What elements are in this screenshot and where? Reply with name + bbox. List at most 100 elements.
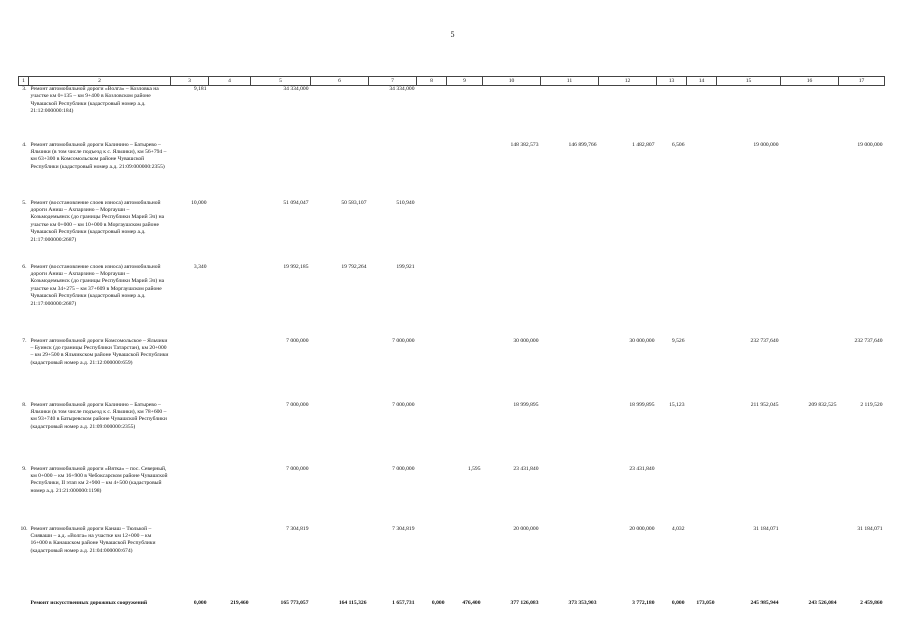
value-cell-12	[599, 86, 657, 142]
header-cell: 1	[18, 76, 29, 86]
row-number: 5.	[22, 199, 27, 206]
total-value-4: 219,460	[230, 599, 249, 606]
row-number: 6.	[22, 263, 27, 270]
value-cell-16	[781, 466, 839, 526]
value-cell-13: 4,032	[671, 525, 685, 532]
value-cell-7	[369, 142, 417, 200]
value-cell-10: 148 382,573	[510, 141, 539, 148]
value-cell-10: 20 000,000	[513, 525, 539, 532]
value-cell-7: 7 000,000	[392, 337, 415, 344]
header-cell: 2	[28, 76, 171, 86]
value-cell-9	[447, 200, 483, 264]
value-cell-17	[839, 466, 885, 526]
value-cell-17	[839, 264, 885, 338]
total-value-3: 0,000	[193, 599, 207, 606]
value-cell-12: 30 000,000	[629, 337, 655, 344]
value-cell-17	[839, 86, 885, 142]
header-cell: 4	[208, 76, 251, 86]
total-value-8: 0,000	[431, 599, 445, 606]
value-cell-4	[209, 86, 251, 142]
value-cell-9	[447, 264, 483, 338]
value-cell-8	[417, 264, 447, 338]
value-cell-10	[483, 86, 541, 142]
row-number: 9.	[22, 465, 27, 472]
header-cell: 7	[368, 76, 417, 86]
value-cell-15	[717, 466, 781, 526]
value-cell-8	[417, 526, 447, 594]
value-cell-15	[717, 86, 781, 142]
value-cell-9	[447, 338, 483, 402]
value-cell-7: 199,921	[396, 263, 415, 270]
value-cell-5: 7 000,000	[286, 337, 309, 344]
value-cell-13: 9,526	[671, 337, 685, 344]
value-cell-15: 211 952,045	[750, 401, 779, 408]
value-cell-7: 7 304,819	[392, 525, 415, 532]
value-cell-13: 6,506	[671, 141, 685, 148]
value-cell-6	[311, 338, 369, 402]
value-cell-11	[541, 466, 599, 526]
table-row: 5. Ремонт (восстановление слоев износа) а…	[19, 200, 885, 264]
road-name: Ремонт (восстановление слоев износа) авт…	[30, 263, 165, 307]
value-cell-14	[687, 200, 717, 264]
value-cell-10: 23 431,840	[513, 465, 539, 472]
value-cell-15	[717, 264, 781, 338]
value-cell-5: 7 000,000	[286, 465, 309, 472]
value-cell-6	[311, 142, 369, 200]
value-cell-8	[417, 466, 447, 526]
value-cell-5	[251, 142, 311, 200]
value-cell-11	[541, 264, 599, 338]
value-cell-17: 232 737,640	[854, 337, 883, 344]
value-cell-3: 10,000	[191, 199, 207, 206]
value-cell-8	[417, 200, 447, 264]
value-cell-12: 18 999,895	[629, 401, 655, 408]
table-row: 10. Ремонт автомобильной дороги Канаш – Т…	[19, 526, 885, 594]
value-cell-9	[447, 86, 483, 142]
value-cell-5: 19 992,185	[283, 263, 309, 270]
total-value-14: 173,050	[696, 599, 715, 606]
road-name: Ремонт автомобильной дороги Комсомольско…	[30, 337, 169, 366]
value-cell-4	[209, 526, 251, 594]
total-value-7: 1 657,731	[392, 599, 415, 606]
value-cell-16	[781, 86, 839, 142]
value-cell-6: 50 583,107	[341, 199, 367, 206]
value-cell-10	[483, 200, 541, 264]
value-cell-6	[311, 86, 369, 142]
value-cell-10: 30 000,000	[513, 337, 539, 344]
value-cell-15: 19 000,000	[753, 141, 779, 148]
value-cell-9: 1,595	[467, 465, 481, 472]
budget-table: 1 2 3 4 5 6 7 8 9 10 11 12 13 14 15 16 17 3. Ремонт автом…	[18, 76, 885, 607]
value-cell-6: 19 792,264	[341, 263, 367, 270]
value-cell-3	[171, 466, 209, 526]
page-number: 5	[450, 30, 455, 39]
value-cell-3	[171, 142, 209, 200]
header-cell: 16	[780, 76, 839, 86]
value-cell-12	[599, 200, 657, 264]
value-cell-13: 15,123	[669, 401, 685, 408]
value-cell-9	[447, 142, 483, 200]
value-cell-15: 31 184,071	[753, 525, 779, 532]
value-cell-17: 19 000,000	[857, 141, 883, 148]
header-cell: 12	[598, 76, 657, 86]
header-cell: 9	[446, 76, 483, 86]
value-cell-3	[171, 338, 209, 402]
road-name: Ремонт автомобильной дороги «Волга» – Ко…	[30, 86, 159, 115]
value-cell-3	[171, 402, 209, 466]
header-cell: 3	[170, 76, 209, 86]
value-cell-9	[447, 402, 483, 466]
value-cell-4	[209, 264, 251, 338]
value-cell-13	[657, 466, 687, 526]
total-value-13: 0,000	[671, 599, 685, 606]
value-cell-4	[209, 338, 251, 402]
total-value-17: 2 459,860	[860, 599, 883, 606]
value-cell-15: 232 737,640	[750, 337, 779, 344]
total-value-6: 164 115,326	[338, 599, 367, 606]
value-cell-14	[687, 142, 717, 200]
value-cell-6	[311, 526, 369, 594]
value-cell-15	[717, 200, 781, 264]
total-value-10: 377 126,083	[510, 599, 539, 606]
value-cell-17: 31 184,071	[857, 525, 883, 532]
value-cell-16: 209 832,525	[808, 401, 837, 408]
value-cell-8	[417, 86, 447, 142]
total-value-11: 373 353,903	[568, 599, 597, 606]
value-cell-13	[657, 86, 687, 142]
